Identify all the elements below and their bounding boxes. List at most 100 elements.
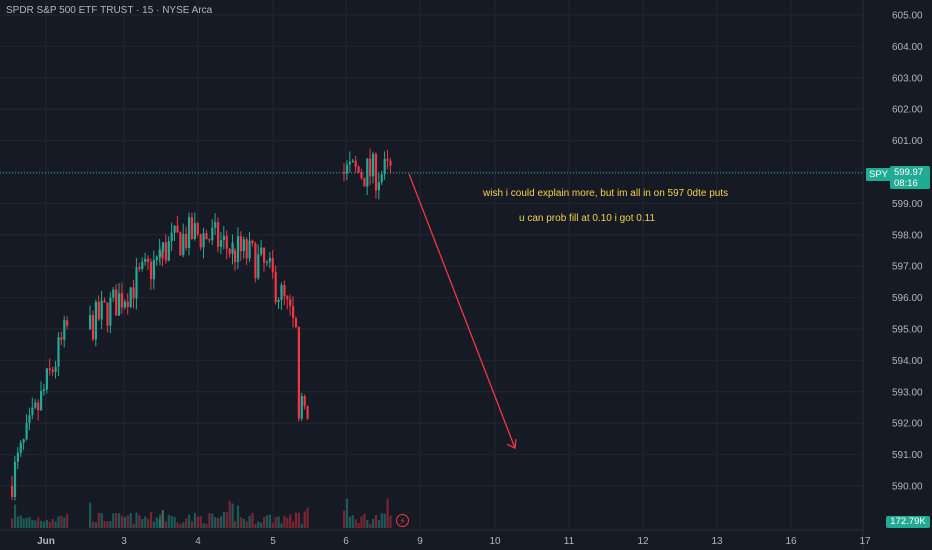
candle-body [234, 250, 237, 263]
candle-body [386, 158, 389, 161]
symbol-title[interactable]: SPDR S&P 500 ETF TRUST · 15 · NYSE Arca [6, 5, 212, 16]
candle-body [60, 337, 63, 340]
price-scale-label: 595.00 [892, 325, 923, 336]
candle-body [179, 232, 182, 256]
volume-bar [100, 513, 103, 528]
volume-bar [351, 515, 354, 528]
price-scale-label: 594.00 [892, 356, 923, 367]
volume-bar [377, 520, 380, 528]
volume-bar [115, 513, 118, 528]
exchange-label: NYSE Arca [162, 5, 213, 16]
price-scale-label: 598.00 [892, 230, 923, 241]
volume-bar [343, 510, 346, 528]
annotation-text-1[interactable]: wish i could explain more, but im all in… [483, 188, 729, 199]
volume-bar [357, 523, 360, 528]
volume-bar [106, 521, 109, 528]
candle-body [205, 233, 208, 240]
volume-bar [205, 523, 208, 528]
candle-body [280, 284, 283, 300]
volume-bar [138, 515, 141, 528]
candle-body [228, 248, 231, 254]
volume-bar [363, 513, 366, 528]
candle-body [263, 247, 266, 263]
title-separator: · [136, 5, 140, 16]
candle-body [63, 320, 66, 340]
volume-bar [274, 517, 277, 528]
candle-body [97, 301, 100, 320]
candle-body [149, 261, 153, 280]
candle-body [28, 415, 31, 423]
volume-bar [380, 513, 383, 528]
candle-body [354, 160, 357, 167]
candle-body [217, 222, 220, 247]
candle-body [129, 287, 132, 307]
candle-body [48, 368, 51, 370]
candle-body [372, 154, 375, 177]
volume-bar [66, 513, 69, 528]
volume-bar [45, 519, 48, 528]
annotation-text-2[interactable]: u can prob fill at 0.10 i got 0.11 [519, 213, 656, 224]
candle-body [112, 289, 115, 298]
candle-body [369, 158, 372, 177]
volume-bar [254, 523, 257, 528]
candle-body [268, 258, 271, 262]
price-scale-label: 596.00 [892, 293, 923, 304]
candle-body [225, 235, 228, 249]
candle-body [251, 240, 254, 244]
volume-bar [120, 515, 124, 528]
volume-bar [374, 514, 378, 528]
volume-bar [118, 513, 121, 528]
volume-bar [89, 502, 92, 528]
volume-bar [147, 518, 150, 528]
time-scale-label: 3 [121, 536, 127, 547]
volume-bar [132, 523, 135, 528]
candle-body [164, 242, 167, 261]
volume-bar [97, 512, 100, 528]
volume-bar [286, 517, 289, 528]
volume-bar [214, 517, 217, 528]
candle-body [343, 172, 346, 174]
volume-bar [40, 520, 43, 528]
candle-body [265, 261, 269, 263]
volume-bar [123, 517, 126, 528]
volume-bar [31, 519, 34, 528]
candle-body [274, 272, 277, 303]
volume-bar [366, 520, 369, 528]
bar-countdown: 08:16 [894, 178, 918, 189]
time-scale-label: 17 [859, 536, 871, 547]
candle-body [303, 396, 306, 407]
price-scale-label: 591.00 [892, 450, 923, 461]
candle-body [300, 396, 303, 419]
candle-body [45, 368, 48, 390]
candle-body [357, 166, 360, 173]
candle-body [366, 158, 369, 187]
volume-bar [173, 516, 176, 528]
candle-body [242, 239, 245, 252]
candle-body [31, 407, 34, 416]
volume-bar [11, 518, 14, 528]
volume-bar [360, 516, 363, 528]
volume-bar [16, 516, 19, 528]
candle-body [147, 258, 150, 262]
candle-body [193, 223, 196, 240]
lightning-bolt-icon[interactable]: ⚡ [396, 514, 409, 527]
volume-bar [268, 514, 271, 528]
candle-body [214, 222, 217, 228]
volume-bar [176, 522, 179, 528]
candle-body [294, 318, 298, 328]
volume-bar [37, 517, 40, 528]
candle-body [13, 461, 17, 497]
candle-body [190, 217, 194, 240]
ticker-badge: SPY [866, 168, 892, 181]
candle-body [208, 239, 211, 241]
volume-bar [167, 514, 170, 528]
volume-bar [271, 522, 274, 528]
projection-arrow[interactable] [408, 173, 517, 450]
price-scale-label: 602.00 [892, 105, 923, 116]
candle-body [170, 232, 173, 242]
volume-bar [57, 516, 60, 528]
candle-body [351, 160, 354, 162]
volume-bar [222, 512, 225, 528]
